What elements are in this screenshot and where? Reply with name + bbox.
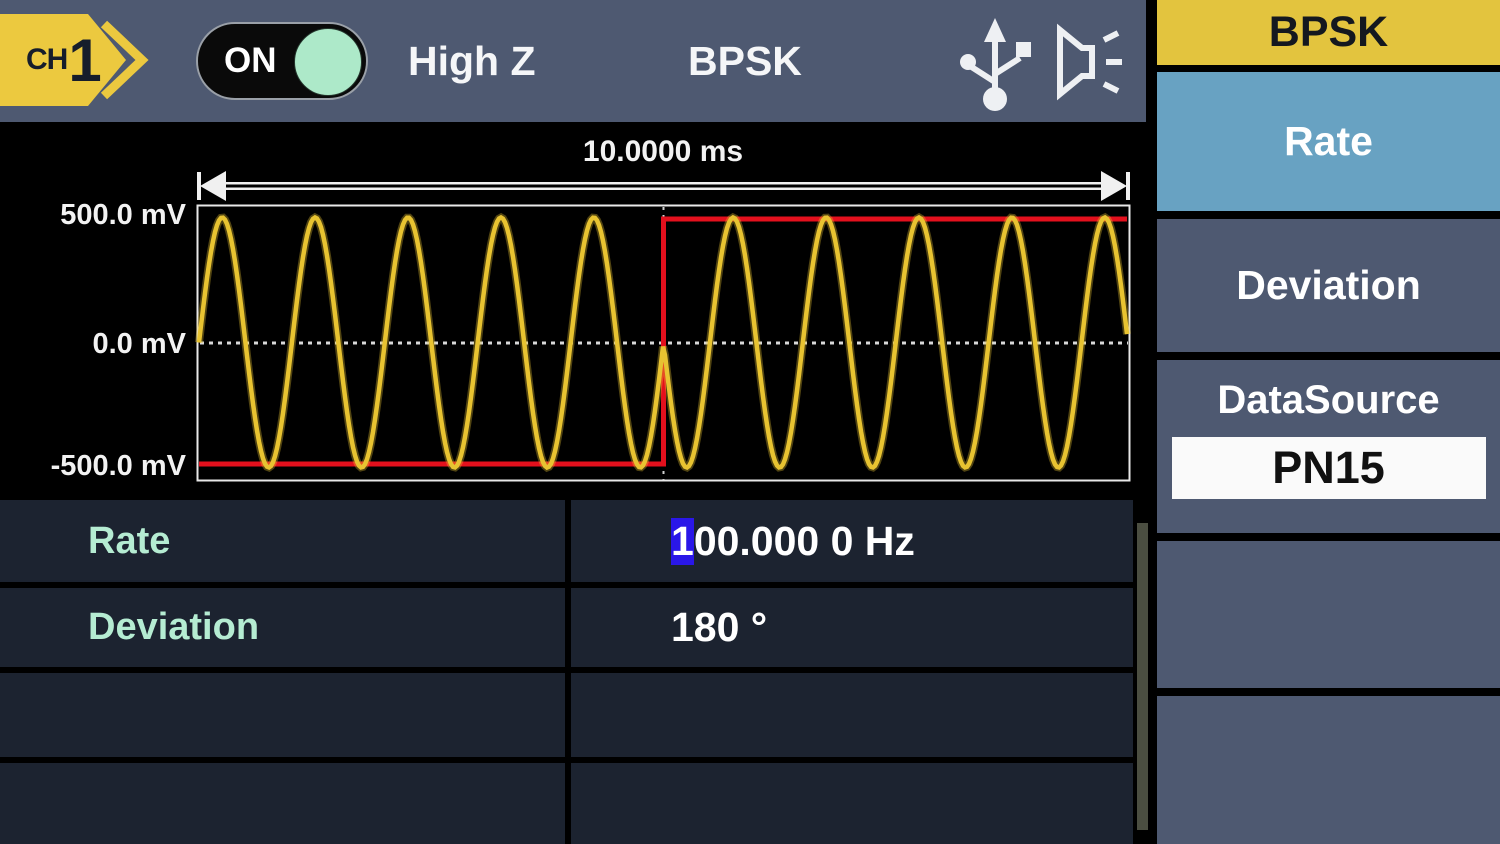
impedance-indicator: High Z: [408, 37, 536, 84]
datasource-label: DataSource: [1217, 378, 1440, 422]
softkey-deviation[interactable]: Deviation: [1157, 219, 1500, 352]
menu-title: BPSK: [1157, 0, 1500, 65]
speaker-icon: [1057, 23, 1122, 101]
table-row-rate[interactable]: Rate 1 00.000 0 Hz: [0, 500, 1133, 582]
rate-value-rest: 00.000 0 Hz: [693, 517, 915, 564]
y-tick-bottom: -500.0 mV: [50, 450, 186, 482]
channel-label: CH 1: [26, 26, 102, 94]
channel-output-toggle[interactable]: ON: [196, 22, 368, 100]
mode-indicator: BPSK: [688, 37, 802, 84]
toggle-knob[interactable]: [294, 28, 362, 96]
channel-badge-shape: [0, 14, 149, 106]
softkey-empty-1[interactable]: [1157, 541, 1500, 688]
softkey-rate[interactable]: Rate: [1157, 72, 1500, 211]
top-status-bar: CH 1 ON High Z BPSK: [0, 0, 1146, 122]
deviation-label: Deviation: [0, 588, 565, 667]
waveform-plot: [195, 171, 1131, 482]
usb-icon: [960, 18, 1031, 111]
modulation-data-trace: [199, 216, 1127, 467]
table-row-deviation[interactable]: Deviation 180 °: [0, 588, 1133, 667]
table-row-empty-1: [0, 673, 1133, 757]
softkey-empty-2[interactable]: [1157, 696, 1500, 844]
rate-label: Rate: [0, 500, 565, 582]
toggle-on-label: ON: [224, 41, 277, 80]
table-row-empty-2: [0, 763, 1133, 844]
table-scrollbar[interactable]: [1137, 523, 1148, 830]
y-tick-mid: 0.0 mV: [92, 328, 187, 360]
y-tick-top: 500.0 mV: [60, 199, 186, 231]
plot-border: [196, 204, 1131, 482]
deviation-value[interactable]: 180 °: [571, 588, 1133, 667]
softkey-datasource[interactable]: DataSource PN15: [1157, 360, 1500, 533]
status-icons: [948, 0, 1128, 122]
rate-value[interactable]: 1 00.000 0 Hz: [571, 500, 1133, 582]
datasource-value[interactable]: PN15: [1171, 437, 1486, 499]
time-span-arrow: [197, 171, 1130, 201]
carrier-trace: [196, 214, 1130, 471]
channel-badge[interactable]: CH 1: [0, 12, 160, 110]
time-span-label: 10.0000 ms: [582, 135, 744, 168]
edit-cursor: 1: [671, 517, 694, 565]
